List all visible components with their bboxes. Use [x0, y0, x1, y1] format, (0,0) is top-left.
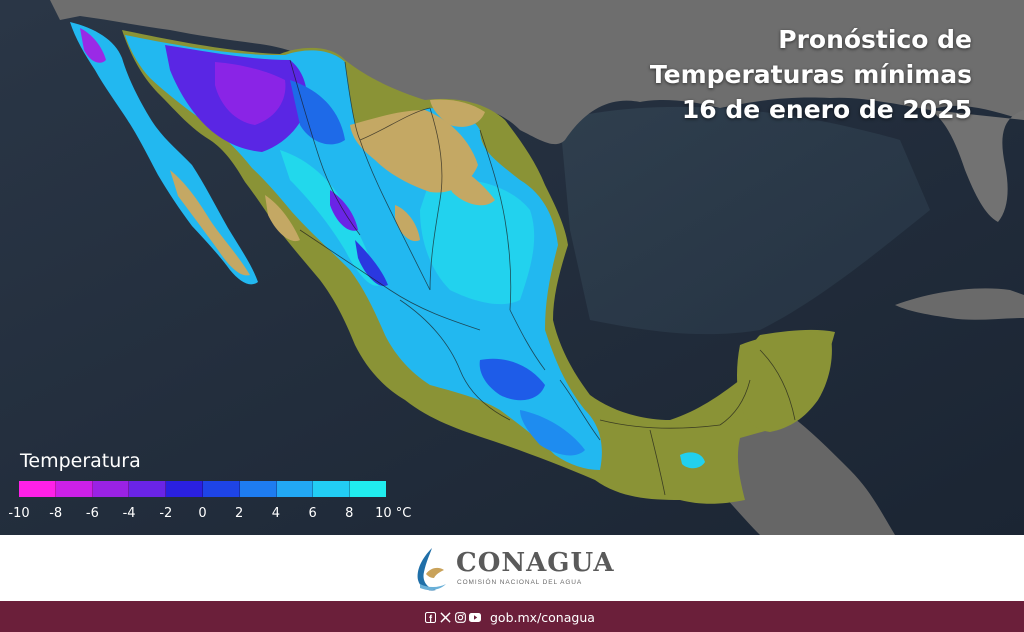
legend-tick-label: 4	[271, 506, 281, 521]
youtube-icon[interactable]	[469, 612, 481, 624]
legend-swatch	[166, 481, 203, 497]
footer-logo-area	[0, 535, 1024, 601]
website-link[interactable]: gob.mx/conagua	[490, 610, 595, 625]
legend-title: Temperatura	[20, 450, 141, 472]
legend-tick-label: 2	[235, 506, 244, 521]
legend-swatch	[55, 481, 93, 497]
legend-swatch	[129, 481, 167, 497]
legend-color-bar	[19, 481, 386, 497]
x-icon[interactable]	[439, 612, 451, 624]
legend-tick-label: 6	[308, 506, 317, 521]
legend-swatch	[239, 481, 277, 497]
legend-tick-label: 0	[198, 506, 207, 521]
legend-swatch	[202, 481, 240, 497]
title-line-1: Pronóstico de	[778, 25, 972, 54]
temperature-legend: Temperatura -10 -8 -6 -4 -2 0 2 4 6 8 10 °C	[8, 448, 414, 528]
cuba-land	[895, 288, 1024, 320]
gulf-of-mexico	[560, 106, 930, 335]
baja-california	[70, 22, 258, 285]
title-line-3: 16 de enero de 2025	[681, 95, 972, 124]
brand-name: CONAGUA	[456, 548, 615, 578]
social-links: gob.mx/conagua	[424, 610, 595, 625]
legend-tick-label: -6	[85, 506, 99, 521]
state-borders	[289, 59, 796, 496]
legend-tick-label: -2	[159, 506, 173, 521]
instagram-icon[interactable]	[454, 612, 466, 624]
title-line-2: Temperaturas mínimas	[649, 60, 972, 89]
legend-swatch	[276, 481, 314, 497]
legend-tick-label: -8	[49, 506, 63, 521]
legend-swatch	[313, 481, 351, 497]
central-america-land	[700, 415, 895, 535]
legend-tick-label: 8	[345, 506, 354, 521]
yucatan-peninsula	[737, 331, 832, 432]
legend-swatch	[19, 481, 56, 497]
legend-tick-label: -10	[8, 506, 30, 521]
temperature-map	[0, 0, 1024, 535]
legend-tick-label: -4	[122, 506, 136, 521]
map-title: Pronóstico de Temperaturas mínimas 16 de…	[650, 22, 972, 127]
conagua-logo: CONAGUA COMISIÓN NACIONAL DEL AGUA	[410, 544, 620, 596]
facebook-icon[interactable]	[424, 612, 436, 624]
florida-land	[930, 110, 1024, 222]
legend-tick-label: 10 °C	[375, 506, 412, 521]
brand-subtitle: COMISIÓN NACIONAL DEL AGUA	[457, 579, 583, 586]
footer-bar	[0, 601, 1024, 632]
conagua-emblem-icon	[417, 548, 446, 591]
legend-swatch	[350, 481, 386, 497]
usa-land	[0, 0, 1024, 145]
legend-swatch	[92, 481, 130, 497]
